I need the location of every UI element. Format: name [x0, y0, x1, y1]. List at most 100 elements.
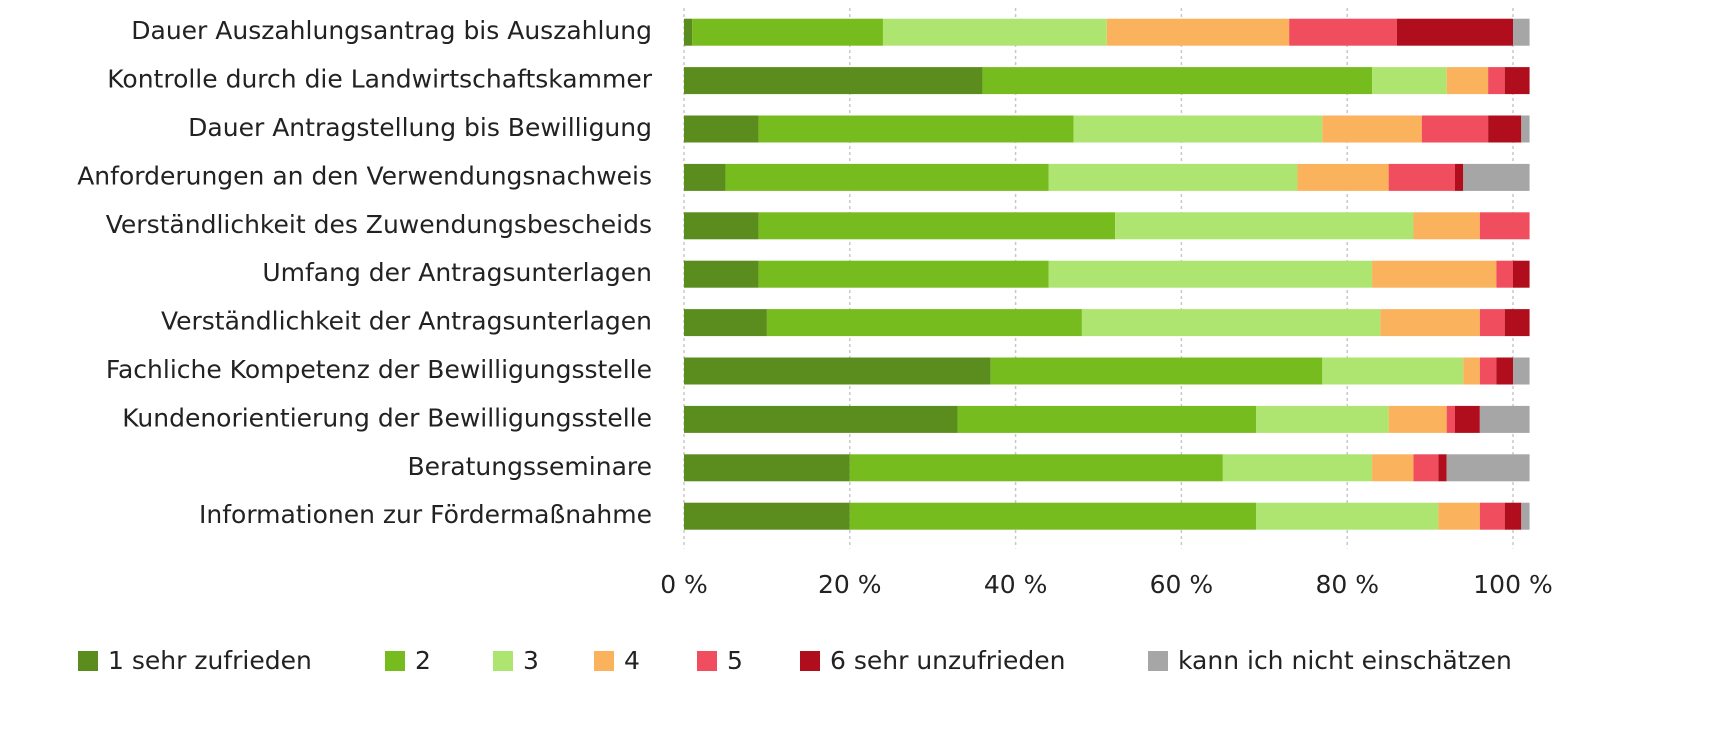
category-label: Anforderungen an den Verwendungsnachweis	[77, 161, 652, 190]
bar-segment	[758, 260, 1049, 288]
bar-segment	[1322, 115, 1422, 143]
legend-swatch	[800, 651, 820, 671]
bar-segment	[1222, 454, 1373, 482]
bar-segment	[1479, 405, 1530, 433]
bar-segment	[1446, 405, 1455, 433]
bar-segment	[882, 18, 1107, 46]
bar-segment	[758, 212, 1116, 240]
x-tick-label: 100 %	[1473, 570, 1552, 599]
legend-label: 4	[624, 646, 640, 675]
bar-segment	[1413, 454, 1439, 482]
bar-segment	[1297, 163, 1389, 191]
bar-segment	[1256, 502, 1439, 530]
bar-segment	[1504, 502, 1522, 530]
x-tick-label: 20 %	[818, 570, 882, 599]
bar-segment	[684, 309, 767, 337]
bar-segment	[1513, 357, 1530, 385]
bar-segment	[1446, 454, 1530, 482]
bar-segment	[1479, 502, 1505, 530]
category-label: Beratungsseminare	[408, 452, 653, 481]
bar-segment	[1256, 405, 1389, 433]
bar-segment	[849, 454, 1223, 482]
bar-segment	[1438, 454, 1447, 482]
bar-segment	[1504, 67, 1530, 95]
bar-segment	[684, 115, 759, 143]
bar-segment	[1372, 454, 1414, 482]
bar-segment	[1496, 357, 1513, 385]
bar-segment	[1513, 260, 1530, 288]
bar-segment	[1380, 309, 1480, 337]
legend-swatch	[78, 651, 98, 671]
bar-segment	[1372, 260, 1497, 288]
bar-segment	[1463, 163, 1530, 191]
bar-segment	[1048, 163, 1298, 191]
bar-segment	[684, 405, 958, 433]
bar-segment	[990, 357, 1323, 385]
bar-segment	[684, 357, 991, 385]
bar-segment	[1496, 260, 1513, 288]
bar-segment	[1106, 18, 1290, 46]
bar-segment	[725, 163, 1049, 191]
legend-label: 5	[727, 646, 743, 675]
bar-segment	[1322, 357, 1464, 385]
bar-segment	[982, 67, 1373, 95]
category-label: Fachliche Kompetenz der Bewilligungsstel…	[106, 355, 652, 384]
bar-segment	[1488, 115, 1522, 143]
legend-swatch	[493, 651, 513, 671]
bar-segment	[849, 502, 1257, 530]
bar-segment	[684, 163, 726, 191]
bar-segment	[1289, 18, 1397, 46]
legend-label: 6 sehr unzufrieden	[830, 646, 1066, 675]
legend-label: 2	[415, 646, 431, 675]
category-label: Kundenorientierung der Bewilligungsstell…	[122, 403, 652, 432]
bar-segment	[684, 67, 983, 95]
bar-segment	[1513, 18, 1530, 46]
bar-segment	[684, 260, 759, 288]
category-label: Verständlichkeit der Antragsunterlagen	[161, 307, 652, 336]
legend-swatch	[594, 651, 614, 671]
bar-segment	[1521, 115, 1530, 143]
x-tick-label: 0 %	[660, 570, 708, 599]
category-label: Dauer Antragstellung bis Bewilligung	[188, 113, 652, 142]
bar-segment	[1479, 212, 1530, 240]
bar-segment	[1479, 357, 1497, 385]
bar-segment	[1081, 309, 1381, 337]
category-label: Umfang der Antragsunterlagen	[262, 258, 652, 287]
bar-segment	[692, 18, 883, 46]
bar-segment	[766, 309, 1082, 337]
x-tick-label: 40 %	[984, 570, 1048, 599]
bar-segment	[1463, 357, 1480, 385]
bar-segment	[957, 405, 1257, 433]
legend-swatch	[1148, 651, 1168, 671]
legend-label: kann ich nicht einschätzen	[1178, 646, 1512, 675]
bar-segment	[1388, 405, 1447, 433]
bar-segment	[684, 454, 850, 482]
x-tick-label: 60 %	[1150, 570, 1214, 599]
bar-segment	[1504, 309, 1530, 337]
bar-segment	[1454, 405, 1480, 433]
bar-segment	[1413, 212, 1480, 240]
bar-segment	[684, 212, 759, 240]
x-tick-label: 80 %	[1315, 570, 1379, 599]
legend-label: 1 sehr zufrieden	[108, 646, 312, 675]
bar-segment	[1372, 67, 1447, 95]
bar-segment	[1396, 18, 1513, 46]
bar-segment	[684, 18, 693, 46]
category-label: Kontrolle durch die Landwirtschaftskamme…	[107, 65, 652, 94]
bar-segment	[1488, 67, 1505, 95]
bar-segment	[1479, 309, 1505, 337]
bar-segment	[1446, 67, 1489, 95]
category-label: Informationen zur Fördermaßnahme	[199, 500, 652, 529]
bar-segment	[684, 502, 850, 530]
bar-segment	[1388, 163, 1455, 191]
bar-segment	[1073, 115, 1323, 143]
bar-segment	[1454, 163, 1464, 191]
bar-segment	[1438, 502, 1480, 530]
legend-label: 3	[523, 646, 539, 675]
bar-segment	[1115, 212, 1414, 240]
bar-segment	[1421, 115, 1489, 143]
category-label: Verständlichkeit des Zuwendungsbescheids	[106, 210, 652, 239]
legend-swatch	[697, 651, 717, 671]
legend-swatch	[385, 651, 405, 671]
